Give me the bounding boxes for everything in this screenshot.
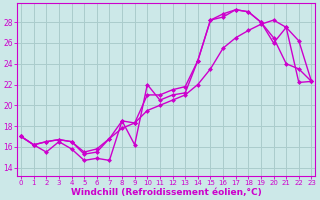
X-axis label: Windchill (Refroidissement éolien,°C): Windchill (Refroidissement éolien,°C) xyxy=(71,188,262,197)
